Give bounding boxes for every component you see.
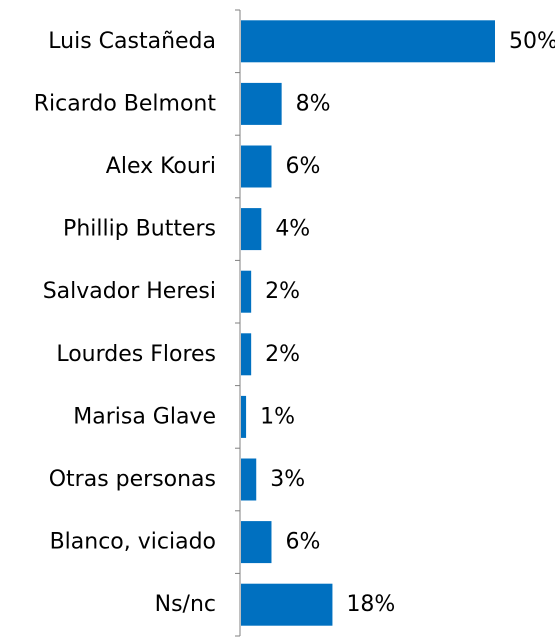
category-label: Ricardo Belmont	[34, 91, 217, 116]
bars-layer	[241, 20, 495, 626]
bar	[241, 145, 272, 188]
category-label: Otras personas	[49, 467, 216, 492]
value-labels: 50% 8% 6% 4% 2% 2% 1% 3% 6% 18%	[260, 29, 555, 617]
bar	[241, 521, 272, 564]
data-label: 8%	[296, 91, 331, 116]
bar	[241, 583, 333, 626]
category-labels: Luis Castañeda Ricardo Belmont Alex Kouri P…	[34, 29, 217, 617]
category-label: Alex Kouri	[106, 154, 216, 179]
category-label: Lourdes Flores	[56, 342, 216, 367]
category-axis	[235, 9, 241, 637]
data-label: 2%	[265, 342, 300, 367]
bar	[241, 395, 247, 438]
category-label: Luis Castañeda	[48, 29, 216, 54]
category-label: Blanco, viciado	[50, 530, 216, 555]
category-label: Marisa Glave	[73, 404, 216, 429]
data-label: 4%	[275, 217, 310, 242]
data-label: 3%	[270, 467, 305, 492]
bar	[241, 270, 252, 313]
data-label: 2%	[265, 279, 300, 304]
bar	[241, 20, 495, 63]
data-label: 50%	[509, 29, 555, 54]
bar	[241, 458, 257, 501]
bar	[241, 333, 252, 376]
data-label: 6%	[285, 530, 320, 555]
data-label: 18%	[346, 592, 395, 617]
category-label: Phillip Butters	[63, 217, 216, 242]
category-label: Ns/nc	[155, 592, 216, 617]
bar	[241, 208, 262, 251]
data-label: 6%	[285, 154, 320, 179]
bar	[241, 82, 282, 125]
category-label: Salvador Heresi	[43, 279, 216, 304]
data-label: 1%	[260, 404, 295, 429]
